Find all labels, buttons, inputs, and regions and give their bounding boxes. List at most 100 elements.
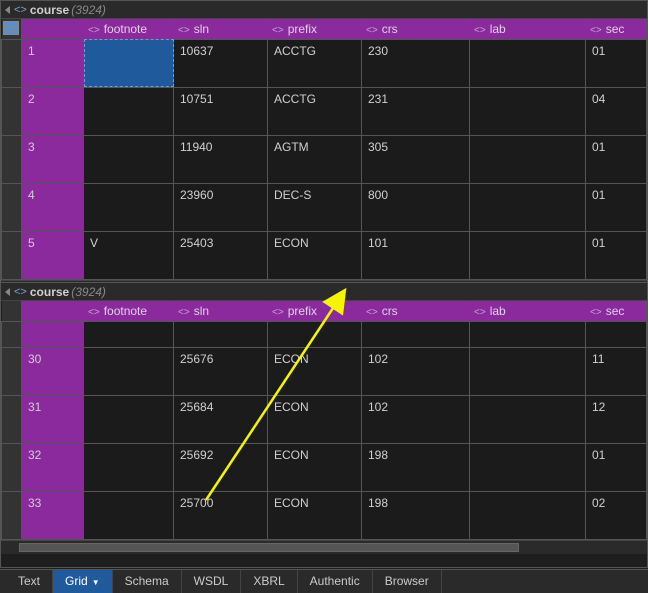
cell-footnote[interactable] [84, 183, 174, 231]
breadcrumb[interactable]: <> course (3924) [1, 283, 647, 301]
cell-sln[interactable]: 25676 [174, 347, 268, 395]
data-table-bottom[interactable]: <>footnote <>sln <>prefix <>crs <>lab <>… [1, 301, 647, 540]
hscrollbar-bottom[interactable] [1, 540, 647, 554]
cell-prefix[interactable]: DEC-S [268, 183, 362, 231]
cell-prefix[interactable]: ACCTG [268, 39, 362, 87]
element-icon: <> [14, 286, 27, 298]
col-prefix[interactable]: <>prefix [268, 19, 362, 39]
cell-lab[interactable] [470, 39, 586, 87]
row-gutter [2, 395, 22, 443]
gutter-header [2, 301, 22, 321]
cell-sec[interactable]: 02 [586, 491, 647, 539]
cell-prefix[interactable]: ECON [268, 395, 362, 443]
tab-browser[interactable]: Browser [373, 570, 442, 593]
cell-footnote[interactable] [84, 491, 174, 539]
cell-crs[interactable]: 102 [362, 395, 470, 443]
cell-sln[interactable]: 10637 [174, 39, 268, 87]
cell-lab[interactable] [470, 443, 586, 491]
cell-crs[interactable]: 800 [362, 183, 470, 231]
col-footnote[interactable]: <>footnote [84, 301, 174, 321]
table-row[interactable]: 3225692ECON19801 [2, 443, 647, 491]
cell-prefix[interactable]: ECON [268, 347, 362, 395]
scroll-thumb[interactable] [19, 543, 519, 552]
table-row[interactable]: 3325700ECON19802 [2, 491, 647, 539]
cell-sln[interactable]: 23960 [174, 183, 268, 231]
cell-footnote[interactable] [84, 39, 174, 87]
cell-sec[interactable]: 12 [586, 395, 647, 443]
tab-xbrl[interactable]: XBRL [241, 570, 297, 593]
cell-sec[interactable]: 01 [586, 231, 647, 279]
cell-footnote[interactable] [84, 347, 174, 395]
table-row[interactable]: 210751ACCTG23104 [2, 87, 647, 135]
row-number: 5 [22, 231, 84, 279]
table-row[interactable]: 3125684ECON10212 [2, 395, 647, 443]
cell-lab[interactable] [470, 231, 586, 279]
cell-prefix[interactable]: ACCTG [268, 87, 362, 135]
cell-lab[interactable] [470, 347, 586, 395]
cell-sln[interactable]: 10751 [174, 87, 268, 135]
cell-sec[interactable]: 11 [586, 347, 647, 395]
col-sln[interactable]: <>sln [174, 19, 268, 39]
cell-sec[interactable]: 01 [586, 443, 647, 491]
tab-schema[interactable]: Schema [113, 570, 182, 593]
tab-grid[interactable]: Grid▼ [53, 570, 113, 593]
cell-footnote[interactable] [84, 395, 174, 443]
cell-crs[interactable]: 305 [362, 135, 470, 183]
breadcrumb-count: (3924) [71, 285, 106, 299]
view-tabs: TextGrid▼SchemaWSDLXBRLAuthenticBrowser [0, 569, 648, 593]
table-row[interactable]: 311940AGTM30501 [2, 135, 647, 183]
element-icon: <> [14, 4, 27, 16]
cell-sec[interactable]: 01 [586, 183, 647, 231]
cell-sec[interactable]: 04 [586, 87, 647, 135]
cell-lab[interactable] [470, 395, 586, 443]
cell-footnote[interactable] [84, 443, 174, 491]
col-crs[interactable]: <>crs [362, 301, 470, 321]
cell-sln[interactable]: 11940 [174, 135, 268, 183]
table-row[interactable]: 3025676ECON10211 [2, 347, 647, 395]
cell-lab[interactable] [470, 87, 586, 135]
cell-crs[interactable]: 198 [362, 491, 470, 539]
col-sln[interactable]: <>sln [174, 301, 268, 321]
cell-sln[interactable]: 25684 [174, 395, 268, 443]
cell-sec[interactable]: 01 [586, 39, 647, 87]
col-sec[interactable]: <>sec [586, 19, 647, 39]
breadcrumb-count: (3924) [71, 3, 106, 17]
tab-wsdl[interactable]: WSDL [182, 570, 242, 593]
table-row[interactable]: 5V25403ECON101 01 [2, 231, 647, 279]
cell-sln[interactable]: 25700 [174, 491, 268, 539]
cell-prefix[interactable]: ECON [268, 231, 362, 279]
table-icon [3, 21, 19, 35]
col-lab[interactable]: <>lab [470, 19, 586, 39]
cell-footnote[interactable]: V [84, 231, 174, 279]
breadcrumb[interactable]: <> course (3924) [1, 1, 647, 19]
cell-sec[interactable]: 01 [586, 135, 647, 183]
cell-prefix[interactable]: AGTM [268, 135, 362, 183]
cell-crs[interactable]: 102 [362, 347, 470, 395]
cell-lab[interactable] [470, 135, 586, 183]
col-crs[interactable]: <>crs [362, 19, 470, 39]
col-prefix[interactable]: <>prefix [268, 301, 362, 321]
cell-crs[interactable]: 230 [362, 39, 470, 87]
cell-crs[interactable]: 101 [362, 231, 470, 279]
cell-prefix[interactable]: ECON [268, 491, 362, 539]
cell-lab[interactable] [470, 491, 586, 539]
table-row[interactable]: 423960DEC-S80001 [2, 183, 647, 231]
col-sec[interactable]: <>sec [586, 301, 647, 321]
tab-text[interactable]: Text [6, 570, 53, 593]
data-table-top[interactable]: <>footnote <>sln <>prefix <>crs <>lab <>… [1, 19, 647, 280]
cell-crs[interactable]: 198 [362, 443, 470, 491]
cell-footnote[interactable] [84, 135, 174, 183]
col-footnote[interactable]: <>footnote [84, 19, 174, 39]
breadcrumb-label: course [30, 3, 69, 17]
cell-sln[interactable]: 25692 [174, 443, 268, 491]
row-gutter [2, 443, 22, 491]
cell-footnote[interactable] [84, 87, 174, 135]
cell-sln[interactable]: 25403 [174, 231, 268, 279]
cell-crs[interactable]: 231 [362, 87, 470, 135]
col-lab[interactable]: <>lab [470, 301, 586, 321]
rownum-header [22, 19, 84, 39]
tab-authentic[interactable]: Authentic [298, 570, 373, 593]
cell-prefix[interactable]: ECON [268, 443, 362, 491]
cell-lab[interactable] [470, 183, 586, 231]
table-row[interactable]: 110637ACCTG23001 [2, 39, 647, 87]
